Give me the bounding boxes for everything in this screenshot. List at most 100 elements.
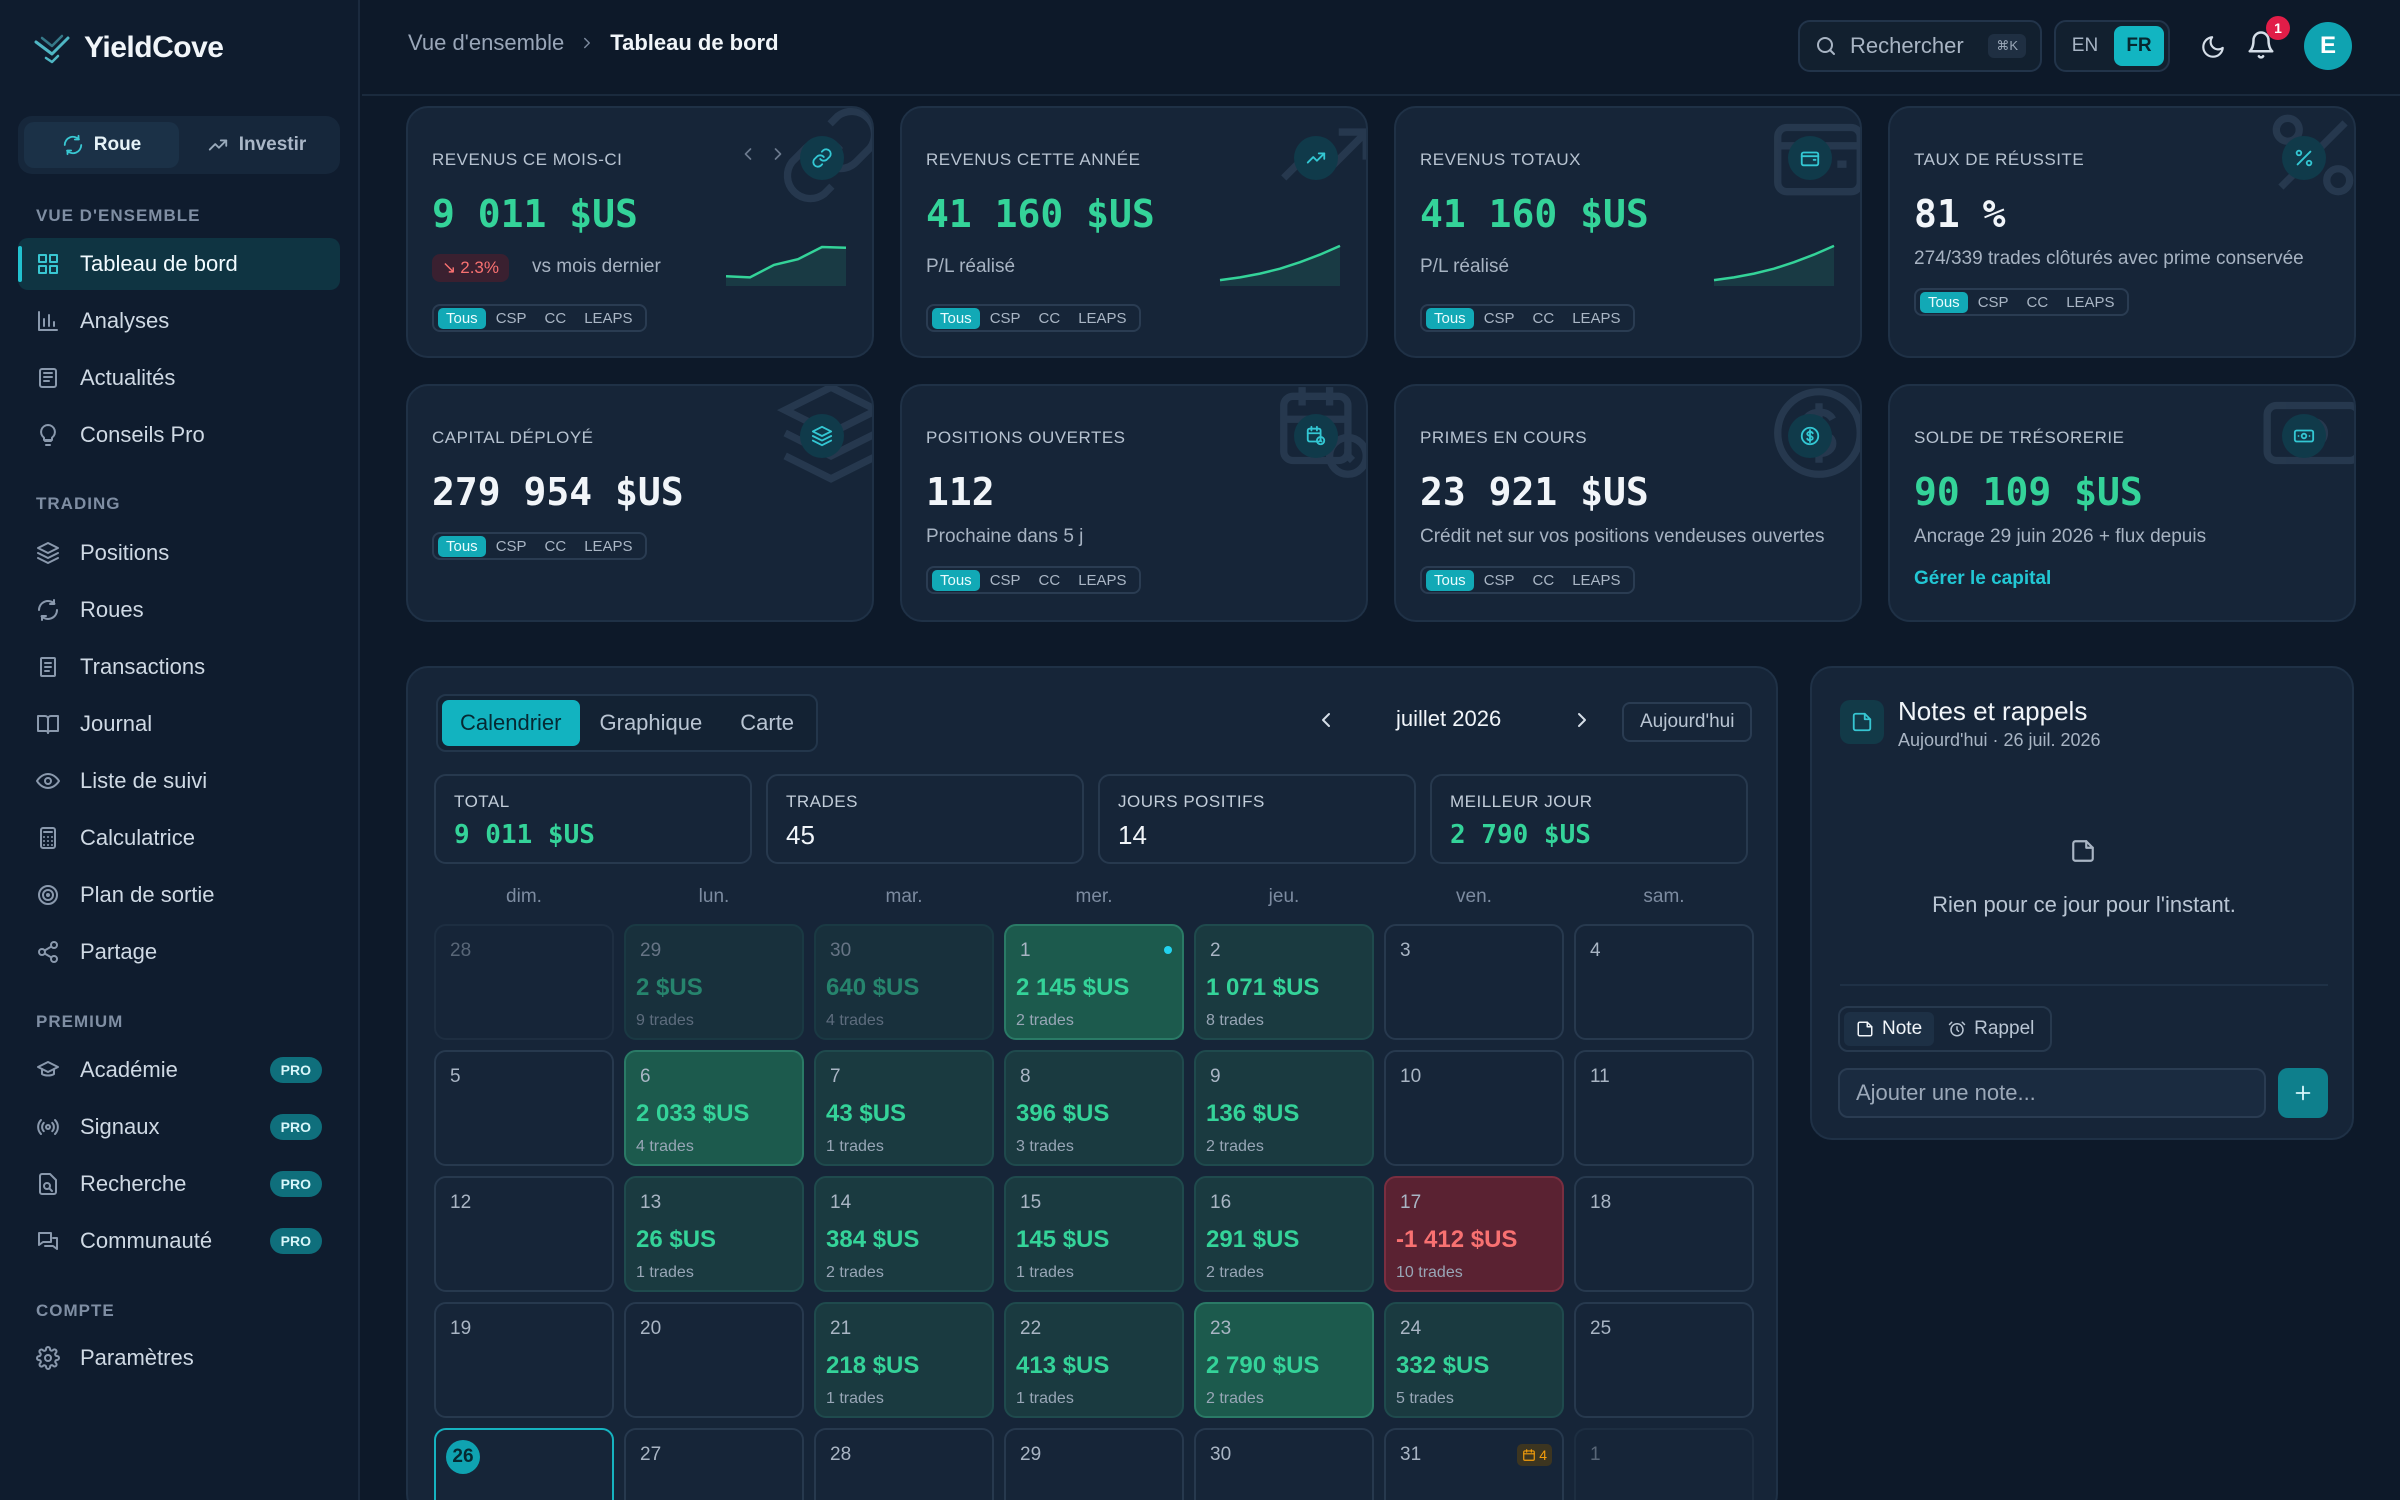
calendar-day[interactable]: 15 145 $US 1 trades [1004, 1176, 1184, 1292]
toggle-note[interactable]: Note [1844, 1012, 1935, 1046]
calendar-day[interactable]: 13 26 $US 1 trades [624, 1176, 804, 1292]
nav-analyses[interactable]: Analyses [18, 295, 340, 347]
tab-calendar[interactable]: Calendrier [442, 700, 580, 746]
calendar-day[interactable]: 6 2 033 $US 4 trades [624, 1050, 804, 1166]
breadcrumb-parent[interactable]: Vue d'ensemble [408, 30, 565, 55]
calendar-day[interactable]: 18 [1574, 1176, 1754, 1292]
avatar[interactable]: E [2304, 22, 2352, 70]
chip-leaps[interactable]: LEAPS [1572, 571, 1621, 589]
lang-fr[interactable]: FR [2114, 26, 2164, 66]
nav-exit-plan[interactable]: Plan de sortie [18, 869, 340, 921]
chip-leaps[interactable]: LEAPS [1572, 309, 1621, 327]
chip-csp[interactable]: CSP [1483, 309, 1515, 327]
tab-chart[interactable]: Graphique [599, 710, 703, 735]
today-button[interactable]: Aujourd'hui [1622, 702, 1753, 742]
nav-wheels[interactable]: Roues [18, 584, 340, 636]
chip-leaps[interactable]: LEAPS [584, 309, 633, 327]
chip-csp[interactable]: CSP [1977, 293, 2009, 311]
calendar-day[interactable]: 19 [434, 1302, 614, 1418]
nav-research[interactable]: Recherche PRO [18, 1158, 340, 1210]
calendar-day[interactable]: 24 332 $US 5 trades [1384, 1302, 1564, 1418]
chip-csp[interactable]: CSP [495, 537, 527, 555]
tab-map[interactable]: Carte [740, 710, 795, 735]
chip-all[interactable]: Tous [438, 535, 486, 557]
chip-all[interactable]: Tous [1426, 307, 1474, 329]
nav-journal[interactable]: Journal [18, 698, 340, 750]
chip-cc[interactable]: CC [1038, 309, 1061, 327]
calendar-day[interactable]: 14 384 $US 2 trades [814, 1176, 994, 1292]
calendar-day[interactable]: 8 396 $US 3 trades [1004, 1050, 1184, 1166]
calendar-day[interactable]: 23 2 790 $US 2 trades [1194, 1302, 1374, 1418]
nav-calculator[interactable]: Calculatrice [18, 812, 340, 864]
calendar-day[interactable]: 7 43 $US 1 trades [814, 1050, 994, 1166]
mode-roue[interactable]: Roue [24, 122, 179, 168]
nav-positions[interactable]: Positions [18, 527, 340, 579]
note-input[interactable] [1838, 1068, 2266, 1118]
chip-leaps[interactable]: LEAPS [2066, 293, 2115, 311]
nav-community[interactable]: Communauté PRO [18, 1215, 340, 1267]
chevron-right-icon[interactable] [768, 144, 788, 164]
toggle-reminder[interactable]: Rappel [1936, 1012, 2046, 1046]
chip-all[interactable]: Tous [438, 307, 486, 329]
calendar-day[interactable]: 2 1 071 $US 8 trades [1194, 924, 1374, 1040]
lang-en[interactable]: EN [2071, 35, 2099, 56]
chip-all[interactable]: Tous [1426, 569, 1474, 591]
app-logo[interactable]: YieldCove [32, 28, 224, 68]
calendar-day[interactable]: 31 4 [1384, 1428, 1564, 1500]
nav-academy[interactable]: Académie PRO [18, 1044, 340, 1096]
chip-leaps[interactable]: LEAPS [1078, 309, 1127, 327]
next-month-button[interactable] [1570, 708, 1594, 732]
nav-signals[interactable]: Signaux PRO [18, 1101, 340, 1153]
chip-cc[interactable]: CC [544, 537, 567, 555]
calendar-day[interactable]: 21 218 $US 1 trades [814, 1302, 994, 1418]
chip-csp[interactable]: CSP [989, 309, 1021, 327]
calendar-day[interactable]: 20 [624, 1302, 804, 1418]
chip-leaps[interactable]: LEAPS [1078, 571, 1127, 589]
calendar-day[interactable]: 29 [1004, 1428, 1184, 1500]
calendar-day[interactable]: 17 -1 412 $US 10 trades [1384, 1176, 1564, 1292]
nav-settings[interactable]: Paramètres [18, 1332, 340, 1384]
chevron-left-icon[interactable] [738, 144, 758, 164]
calendar-day[interactable]: 26 [434, 1428, 614, 1500]
calendar-day[interactable]: 29 2 $US 9 trades [624, 924, 804, 1040]
calendar-day[interactable]: 9 136 $US 2 trades [1194, 1050, 1374, 1166]
nav-pro-tips[interactable]: Conseils Pro [18, 409, 340, 461]
chip-csp[interactable]: CSP [989, 571, 1021, 589]
calendar-day[interactable]: 22 413 $US 1 trades [1004, 1302, 1184, 1418]
calendar-day[interactable]: 30 [1194, 1428, 1374, 1500]
moon-icon[interactable] [2200, 34, 2226, 60]
nav-share[interactable]: Partage [18, 926, 340, 978]
calendar-day[interactable]: 4 [1574, 924, 1754, 1040]
chip-all[interactable]: Tous [932, 307, 980, 329]
manage-capital-link[interactable]: Gérer le capital [1914, 568, 2052, 589]
calendar-day[interactable]: 16 291 $US 2 trades [1194, 1176, 1374, 1292]
chip-csp[interactable]: CSP [495, 309, 527, 327]
calendar-day[interactable]: 11 [1574, 1050, 1754, 1166]
calendar-day[interactable]: 3 [1384, 924, 1564, 1040]
bell-icon[interactable] [2246, 30, 2276, 60]
chip-cc[interactable]: CC [1532, 571, 1555, 589]
calendar-day[interactable]: 27 [624, 1428, 804, 1500]
prev-month-button[interactable] [1314, 708, 1338, 732]
chip-cc[interactable]: CC [1532, 309, 1555, 327]
nav-news[interactable]: Actualités [18, 352, 340, 404]
nav-watchlist[interactable]: Liste de suivi [18, 755, 340, 807]
chip-cc[interactable]: CC [544, 309, 567, 327]
chip-csp[interactable]: CSP [1483, 571, 1515, 589]
calendar-day[interactable]: 25 [1574, 1302, 1754, 1418]
calendar-day[interactable]: 5 [434, 1050, 614, 1166]
chip-leaps[interactable]: LEAPS [584, 537, 633, 555]
nav-transactions[interactable]: Transactions [18, 641, 340, 693]
chip-all[interactable]: Tous [1920, 291, 1968, 313]
search-box[interactable]: Rechercher ⌘K [1798, 20, 2042, 72]
mode-investir[interactable]: Investir [179, 122, 334, 168]
add-note-button[interactable] [2278, 1068, 2328, 1118]
chip-cc[interactable]: CC [2026, 293, 2049, 311]
calendar-day[interactable]: 28 [434, 924, 614, 1040]
calendar-day[interactable]: 1 [1574, 1428, 1754, 1500]
calendar-day[interactable]: 30 640 $US 4 trades [814, 924, 994, 1040]
calendar-day[interactable]: 1 2 145 $US 2 trades [1004, 924, 1184, 1040]
chip-cc[interactable]: CC [1038, 571, 1061, 589]
chip-all[interactable]: Tous [932, 569, 980, 591]
calendar-day[interactable]: 10 [1384, 1050, 1564, 1166]
